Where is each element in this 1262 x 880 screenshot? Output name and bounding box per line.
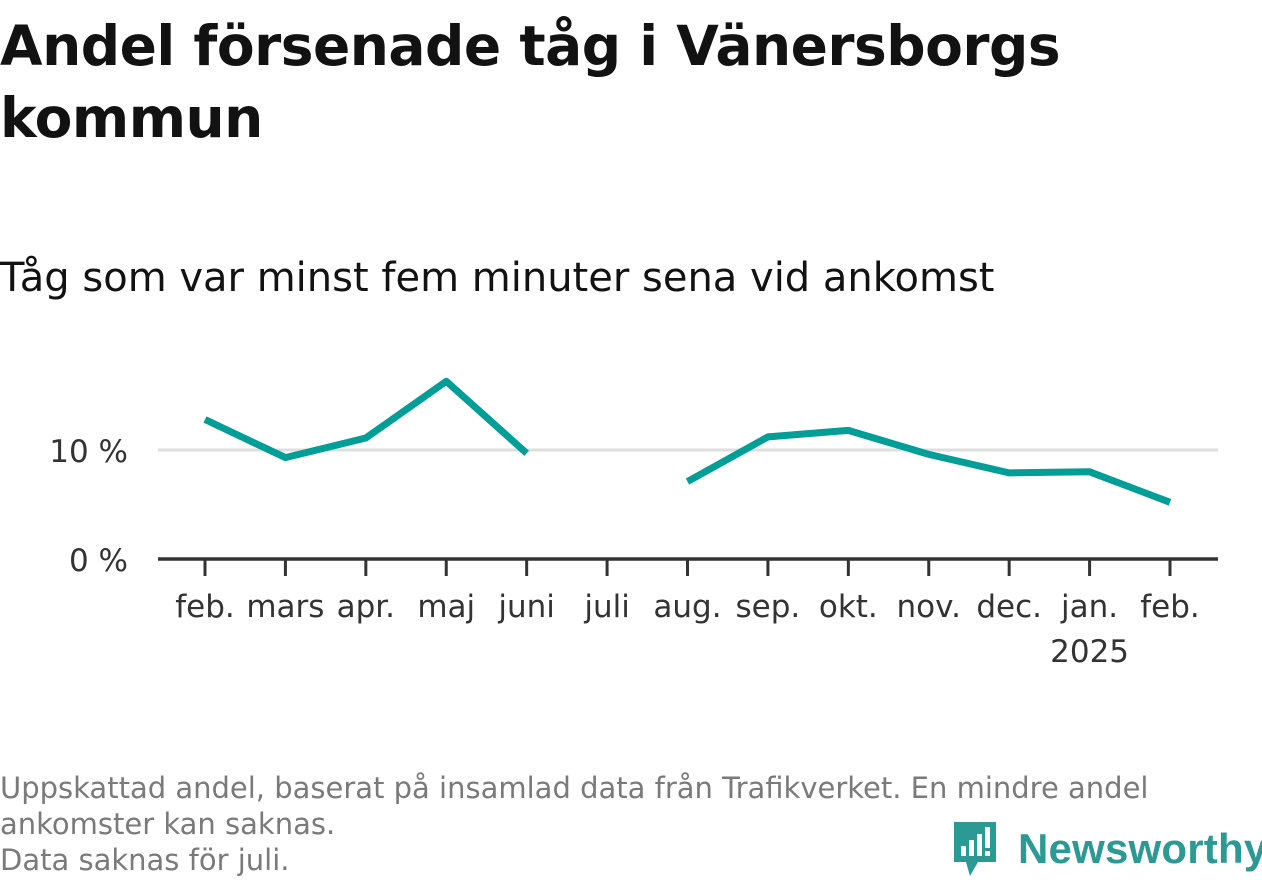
y-tick-label: 10 % xyxy=(49,434,128,470)
x-tick-sublabel: 2025 xyxy=(1050,634,1129,670)
newsworthy-logo: Newsworthy xyxy=(950,818,1262,880)
x-tick-label: maj xyxy=(417,589,475,625)
x-tick-label: aug. xyxy=(653,589,721,625)
newsworthy-logo-icon xyxy=(950,818,1000,880)
newsworthy-logo-text: Newsworthy xyxy=(1018,825,1262,873)
y-tick-label: 0 % xyxy=(69,543,128,579)
x-tick-label: juli xyxy=(583,589,630,625)
x-tick-label: feb. xyxy=(175,589,235,625)
y-axis-ticks: 0 % 10 % xyxy=(49,434,128,579)
x-tick-label: dec. xyxy=(976,589,1042,625)
x-tick-label: mars xyxy=(246,589,324,625)
x-tick-label: feb. xyxy=(1140,589,1200,625)
x-tick-label: jan. xyxy=(1060,589,1118,625)
x-tick-label: sep. xyxy=(736,589,801,625)
series-line-segment xyxy=(205,381,527,457)
x-tick-label: nov. xyxy=(897,589,961,625)
x-tick-label: juni xyxy=(497,589,555,625)
x-tick-label: apr. xyxy=(337,589,395,625)
x-tick-label: okt. xyxy=(819,589,878,625)
series-lines xyxy=(205,381,1170,502)
series-line-segment xyxy=(688,430,1171,502)
